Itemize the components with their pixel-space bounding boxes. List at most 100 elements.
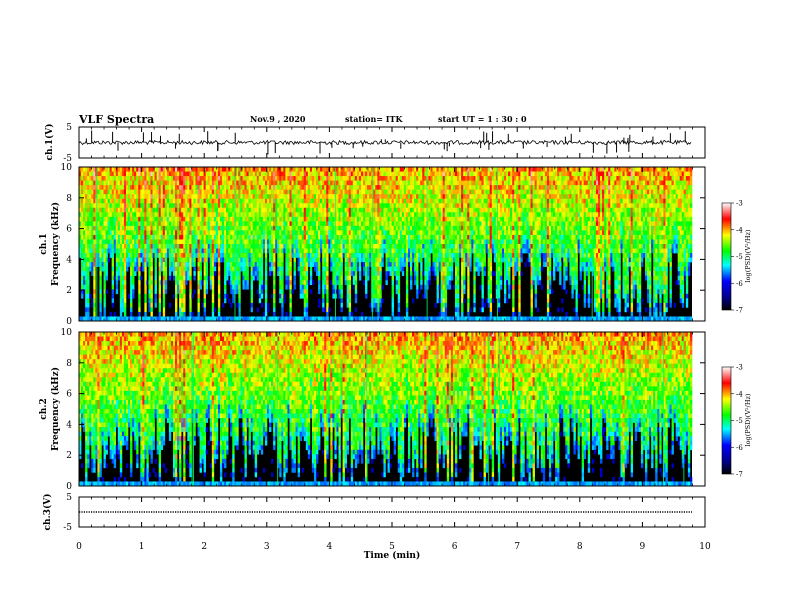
ch1-spectrogram-cell [217, 230, 221, 236]
ch1-spectrogram-cell [93, 280, 96, 286]
ch1-spectrogram-cell [420, 225, 423, 231]
ch1-spectrogram-cell [215, 248, 219, 254]
ch1-spectrogram-cell [213, 176, 217, 181]
ch1-spectrogram-cell [183, 289, 186, 295]
ch1-spectrogram-cell [146, 216, 149, 222]
ch1-spectrogram-cell [85, 262, 88, 267]
ch1-spectrogram-cell [170, 316, 174, 322]
ch1-spectrogram-cell [181, 212, 184, 218]
ch1-spectrogram-cell [177, 275, 180, 281]
ch1-spectrogram-cell [326, 203, 329, 209]
ch1-spectrogram-cell [271, 207, 274, 213]
ch1-spectrogram-cell [111, 253, 115, 258]
ch1-spectrogram-cell [187, 176, 190, 181]
ch1-spectrogram-cell [144, 203, 147, 209]
ch1-spectrogram-cell [234, 212, 237, 218]
ch1-spectrogram-cell [87, 180, 90, 186]
ch1-spectrogram-cell [424, 266, 427, 272]
ch1-spectrogram-cell [313, 253, 317, 258]
ch1-spectrogram-cell [177, 225, 180, 231]
ch1-spectrogram-cell [432, 225, 435, 231]
ch1-spectrogram-cell [222, 216, 225, 222]
ch1-spectrogram-cell [383, 239, 386, 245]
ch1-spectrogram-cell [377, 180, 380, 186]
ch1-spectrogram-cell [428, 221, 431, 227]
ch1-spectrogram-cell [215, 207, 219, 213]
ch1-spectrogram-cell [348, 194, 352, 200]
ch1-spectrogram-cell [228, 221, 231, 227]
ch1-spectrogram-cell [230, 239, 233, 245]
ch1-spectrogram-cell [391, 293, 394, 299]
ch1-spectrogram-cell [113, 198, 117, 204]
ch1-spectrogram-cell [140, 275, 143, 281]
ch1-spectrogram-cell [130, 189, 133, 195]
ch1-spectrogram-cell [130, 185, 133, 190]
ch1-spectrogram-cell [213, 244, 217, 249]
ch1-spectrogram-cell [332, 207, 335, 213]
ch1-spectrogram-cell [303, 307, 307, 313]
ch1-spectrogram-cell [177, 171, 180, 177]
ch1-spectrogram-cell [128, 207, 131, 213]
ch1-spectrogram-cell [119, 216, 123, 222]
ch1-spectrogram-cell [358, 207, 362, 213]
ch1-spectrogram-cell [107, 216, 110, 222]
ch1-spectrogram-cell [207, 316, 211, 322]
ch1-spectrogram-cell [387, 225, 390, 231]
ch1-spectrogram-cell [160, 225, 164, 231]
ch1-spectrogram-cell [215, 212, 219, 218]
ch1-spectrogram-cell [213, 262, 217, 267]
ch1-spectrogram-cell [271, 221, 274, 227]
ch1-spectrogram-cell [123, 171, 127, 177]
ch1-spectrogram-cell [236, 253, 239, 258]
ch1-spectrogram-cell [397, 280, 401, 286]
ch1-spectrogram-cell [271, 230, 274, 236]
ch1-spectrogram-cell [373, 203, 376, 209]
ch1-spectrogram-cell [113, 207, 117, 213]
ch1-spectrogram-cell [420, 262, 423, 267]
ch1-spectrogram-cell [162, 271, 166, 277]
ch1-spectrogram-cell [134, 234, 137, 240]
ch1-spectrogram-cell [148, 230, 151, 236]
ch1-spectrogram-cell [199, 275, 202, 281]
ch1-spectrogram-cell [87, 311, 90, 317]
ch1-spectrogram-cell [381, 203, 384, 209]
ch1-spectrogram-cell [399, 239, 403, 245]
ch1-spectrogram-cell [375, 225, 378, 231]
ch1-spectrogram-cell [401, 198, 405, 204]
ch1-spectrogram-cell [152, 225, 155, 231]
ch1-spectrogram-cell [138, 248, 141, 254]
ch1-spectrogram-cell [207, 194, 211, 200]
ch1-spectrogram-cell [258, 189, 262, 195]
ch1-spectrogram-cell [224, 171, 227, 177]
ch1-spectrogram-cell [305, 198, 309, 204]
ch1-spectrogram-cell [99, 302, 102, 308]
ch1-spectrogram-cell [428, 198, 431, 204]
ch1-spectrogram-cell [399, 316, 403, 322]
ch1-spectrogram-cell [146, 171, 149, 177]
ch1-spectrogram-cell [109, 212, 112, 218]
ch1-spectrogram-cell [207, 225, 211, 231]
ch1-spectrogram-cell [389, 244, 392, 249]
ch1-spectrogram-cell [246, 280, 249, 286]
ch1-spectrogram-cell [132, 185, 135, 190]
ch1-spectrogram-cell [393, 203, 397, 209]
ch1-spectrogram-cell [379, 171, 382, 177]
ch1-spectrogram-cell [399, 167, 403, 172]
ch1-spectrogram-cell [238, 284, 241, 290]
ch1-spectrogram-cell [311, 244, 315, 249]
ch1-spectrogram-cell [348, 280, 352, 286]
ch1-spectrogram-cell [305, 266, 309, 272]
ch1-spectrogram-cell [416, 225, 419, 231]
ch1-spectrogram-cell [144, 194, 147, 200]
ch1-spectrogram-cell [328, 198, 331, 204]
ch1-spectrogram-cell [381, 189, 384, 195]
ch1-spectrogram-cell [258, 275, 262, 281]
ch1-spectrogram-cell [144, 302, 147, 308]
ch1-spectrogram-cell [360, 180, 364, 186]
ch1-voltage-spikes [85, 130, 686, 155]
ch1-spectrogram-cell [352, 230, 356, 236]
ch1-spectrogram-cell [211, 180, 215, 186]
ch1-spectrogram-cell [412, 189, 415, 195]
ch1-spectrogram-cell [215, 225, 219, 231]
